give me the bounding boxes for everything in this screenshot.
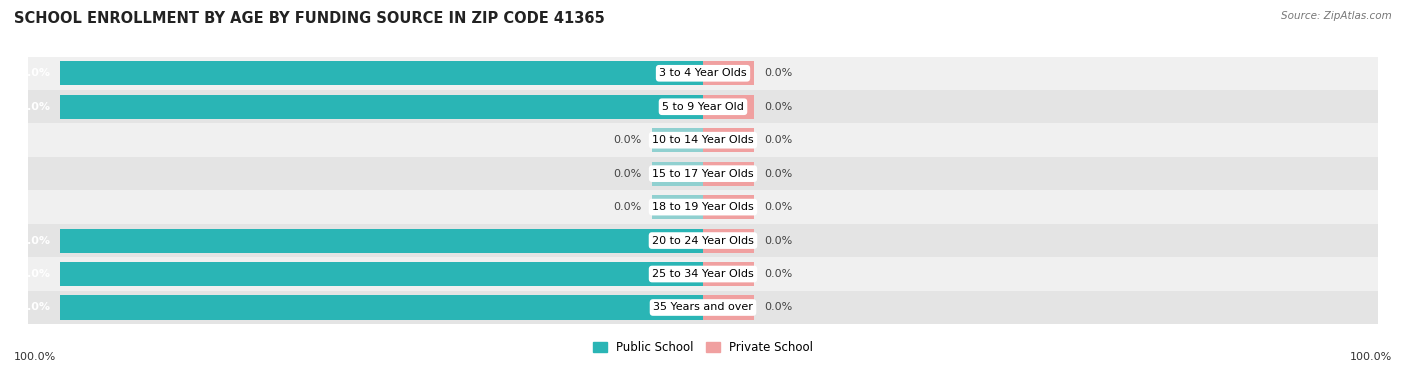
Text: 10 to 14 Year Olds: 10 to 14 Year Olds: [652, 135, 754, 145]
Text: 0.0%: 0.0%: [763, 202, 793, 212]
Bar: [28, 224, 1378, 257]
Bar: [60, 296, 703, 320]
Legend: Public School, Private School: Public School, Private School: [588, 336, 818, 359]
Text: 0.0%: 0.0%: [613, 135, 643, 145]
Bar: [703, 296, 755, 320]
Text: 20 to 24 Year Olds: 20 to 24 Year Olds: [652, 236, 754, 245]
Text: 0.0%: 0.0%: [763, 236, 793, 245]
Bar: [28, 57, 1378, 90]
Text: 35 Years and over: 35 Years and over: [652, 302, 754, 313]
Text: 3 to 4 Year Olds: 3 to 4 Year Olds: [659, 68, 747, 78]
Bar: [703, 128, 755, 152]
Bar: [60, 95, 703, 119]
Bar: [28, 190, 1378, 224]
Text: 0.0%: 0.0%: [763, 302, 793, 313]
Text: 0.0%: 0.0%: [763, 169, 793, 179]
Text: 100.0%: 100.0%: [4, 236, 51, 245]
Bar: [60, 228, 703, 253]
Text: 100.0%: 100.0%: [14, 352, 56, 362]
Bar: [60, 262, 703, 286]
Text: 0.0%: 0.0%: [613, 202, 643, 212]
Bar: [703, 95, 755, 119]
Text: 100.0%: 100.0%: [4, 68, 51, 78]
Bar: [28, 157, 1378, 190]
Bar: [651, 195, 703, 219]
Bar: [703, 228, 755, 253]
Text: 0.0%: 0.0%: [763, 135, 793, 145]
Text: 100.0%: 100.0%: [4, 269, 51, 279]
Text: 18 to 19 Year Olds: 18 to 19 Year Olds: [652, 202, 754, 212]
Text: 100.0%: 100.0%: [1350, 352, 1392, 362]
Text: 25 to 34 Year Olds: 25 to 34 Year Olds: [652, 269, 754, 279]
Text: 100.0%: 100.0%: [4, 302, 51, 313]
Bar: [28, 90, 1378, 124]
Bar: [28, 291, 1378, 324]
Bar: [703, 162, 755, 186]
Text: 0.0%: 0.0%: [613, 169, 643, 179]
Bar: [703, 61, 755, 85]
Bar: [28, 124, 1378, 157]
Text: SCHOOL ENROLLMENT BY AGE BY FUNDING SOURCE IN ZIP CODE 41365: SCHOOL ENROLLMENT BY AGE BY FUNDING SOUR…: [14, 11, 605, 26]
Text: 0.0%: 0.0%: [763, 269, 793, 279]
Bar: [703, 195, 755, 219]
Text: 5 to 9 Year Old: 5 to 9 Year Old: [662, 102, 744, 112]
Text: 0.0%: 0.0%: [763, 68, 793, 78]
Text: 100.0%: 100.0%: [4, 102, 51, 112]
Bar: [60, 61, 703, 85]
Bar: [651, 162, 703, 186]
Bar: [703, 262, 755, 286]
Text: 0.0%: 0.0%: [763, 102, 793, 112]
Text: Source: ZipAtlas.com: Source: ZipAtlas.com: [1281, 11, 1392, 21]
Text: 15 to 17 Year Olds: 15 to 17 Year Olds: [652, 169, 754, 179]
Bar: [651, 128, 703, 152]
Bar: [28, 257, 1378, 291]
